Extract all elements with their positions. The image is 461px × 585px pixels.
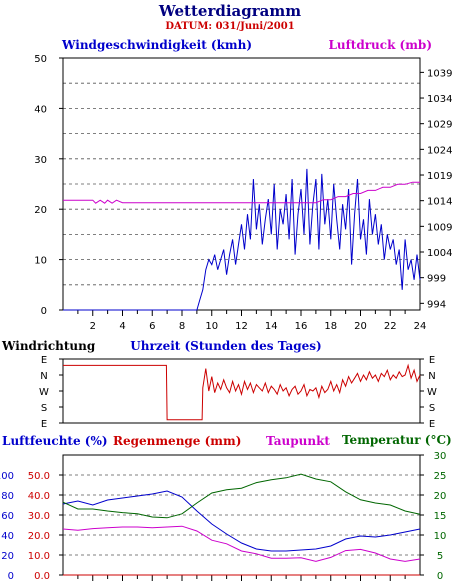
- hour-tick-label: 20: [354, 321, 367, 332]
- rain-tick-label: 20.0: [28, 531, 50, 542]
- temperature-tick-label: 10: [434, 531, 447, 542]
- rain-tick-label: 50.0: [28, 471, 50, 482]
- hour-tick-label: 6: [149, 321, 155, 332]
- pressure-axis-label: Luftdruck (mb): [328, 38, 432, 52]
- hour-tick-label: 4: [119, 321, 125, 332]
- diagram-date: DATUM: 031/Juni/2001: [165, 21, 294, 32]
- temperature-tick-label: 15: [434, 511, 447, 522]
- hour-tick-label: 16: [295, 321, 308, 332]
- direction-label-left: E: [41, 355, 47, 366]
- temperature-axis-label: Temperatur (°C): [342, 433, 452, 447]
- pressure-y-tick-label: 1009: [427, 222, 452, 233]
- pressure-y-tick-label: 999: [427, 274, 446, 285]
- pressure-y-tick-label: 1029: [427, 120, 452, 131]
- wind-y-tick-label: 50: [34, 54, 47, 65]
- time-axis-label: Uhrzeit (Stunden des Tages): [130, 339, 321, 353]
- rain-tick-label: 40.0: [28, 491, 50, 502]
- wind-direction-panel: E EN NW WS SE E: [39, 355, 437, 430]
- wind-direction-frame: [62, 358, 421, 424]
- direction-label-right: E: [429, 419, 435, 430]
- hour-tick-label: 12: [235, 321, 248, 332]
- humidity-temperature-panel: 0 20 40 60 80 100 0.0 10.0 20.0 30.0 40.0 50.0 0 5 10 1…: [0, 451, 446, 582]
- hour-tick-label: 8: [179, 321, 185, 332]
- rain-tick-label: 0.0: [34, 571, 50, 582]
- rain-tick-label: 10.0: [28, 551, 50, 562]
- climate-plot-frame: [62, 454, 421, 576]
- direction-label-right: W: [427, 387, 437, 398]
- pressure-y-tick-label: 1004: [427, 248, 452, 259]
- temperature-tick-label: 30: [434, 451, 447, 462]
- wind-y-tick-label: 40: [34, 104, 47, 115]
- temperature-tick-label: 5: [437, 551, 443, 562]
- rain-axis-label: Regenmenge (mm): [113, 434, 241, 448]
- humidity-line: [62, 490, 421, 552]
- direction-label-right: E: [429, 355, 435, 366]
- humidity-tick-label: 80: [1, 491, 14, 502]
- hour-tick-label: 14: [265, 321, 278, 332]
- wind-y-tick-label: 10: [34, 256, 47, 267]
- hour-tick-label: 18: [324, 321, 337, 332]
- dewpoint-line: [62, 525, 421, 562]
- humidity-tick-label: 100: [0, 471, 14, 482]
- pressure-y-tick-label: 1019: [427, 171, 452, 182]
- pressure-y-tick-label: 1014: [427, 197, 452, 208]
- wind-plot-frame: [62, 57, 421, 311]
- wind-speed-axis-label: Windgeschwindigkeit (kmh): [61, 38, 252, 52]
- rain-tick-label: 30.0: [28, 511, 50, 522]
- temperature-tick-label: 20: [434, 491, 447, 502]
- wind-direction-line: [63, 363, 421, 421]
- humidity-axis-label: Luftfeuchte (%): [2, 434, 108, 448]
- pressure-line: [63, 181, 420, 204]
- dewpoint-legend-label: Taupunkt: [266, 434, 330, 448]
- temperature-line: [62, 473, 421, 519]
- humidity-tick-label: 0: [8, 571, 14, 582]
- wind-speed-line: [63, 168, 421, 311]
- pressure-y-tick-label: 994: [427, 299, 446, 310]
- temperature-tick-label: 0: [437, 571, 443, 582]
- direction-label-left: N: [40, 371, 47, 382]
- wind-direction-title: Windrichtung: [1, 339, 96, 353]
- hour-tick-label: 10: [205, 321, 218, 332]
- direction-label-left: S: [41, 403, 47, 414]
- direction-label-left: W: [39, 387, 49, 398]
- wind-y-tick-label: 20: [34, 205, 47, 216]
- humidity-tick-label: 60: [1, 511, 14, 522]
- wind-y-tick-label: 0: [41, 306, 47, 317]
- pressure-y-tick-label: 1034: [427, 94, 452, 105]
- temperature-tick-label: 25: [434, 471, 447, 482]
- humidity-tick-label: 20: [1, 551, 14, 562]
- humidity-tick-label: 40: [1, 531, 14, 542]
- wind-pressure-panel: 0102030405099499910041009101410191024102…: [34, 54, 452, 332]
- direction-label-left: E: [41, 419, 47, 430]
- diagram-title: Wetterdiagramm: [158, 2, 301, 20]
- wind-y-tick-label: 30: [34, 155, 47, 166]
- direction-label-right: S: [429, 403, 435, 414]
- hour-tick-label: 24: [414, 321, 427, 332]
- pressure-y-tick-label: 1024: [427, 145, 452, 156]
- pressure-y-tick-label: 1039: [427, 68, 452, 79]
- hour-tick-label: 22: [384, 321, 397, 332]
- hour-tick-label: 2: [90, 321, 96, 332]
- direction-label-right: N: [428, 371, 435, 382]
